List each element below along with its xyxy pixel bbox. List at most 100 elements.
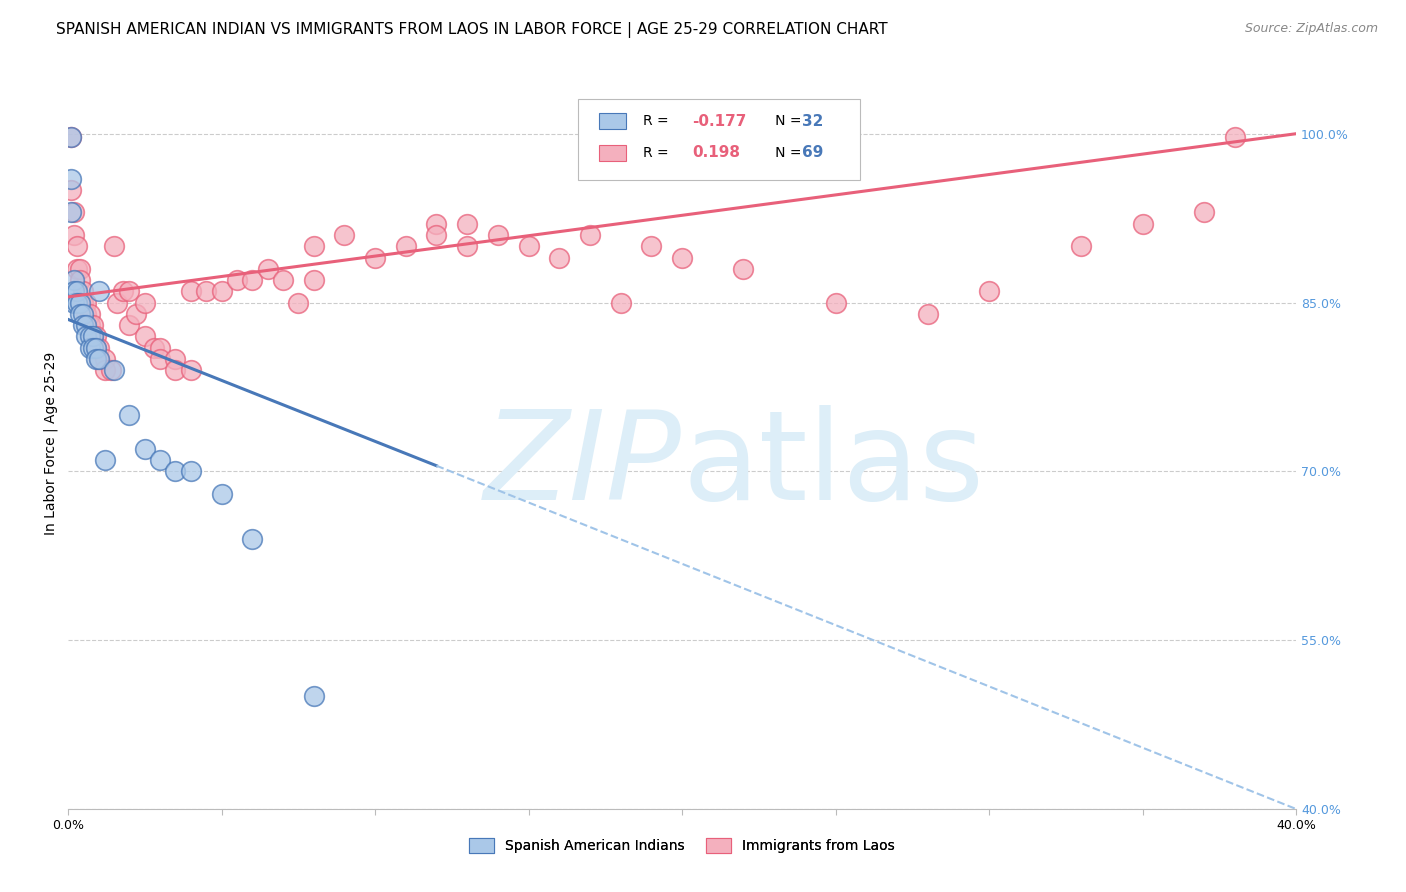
- Point: [72, 295, 94, 310]
- Point: [149, 341, 172, 355]
- Text: N =: N =: [762, 145, 806, 160]
- Text: atlas: atlas: [682, 405, 984, 525]
- Text: Source: ZipAtlas.com: Source: ZipAtlas.com: [1244, 22, 1378, 36]
- Point: [66, 295, 89, 310]
- Point: [1223, 130, 1246, 145]
- Point: [103, 363, 125, 377]
- FancyBboxPatch shape: [578, 99, 860, 180]
- Point: [143, 341, 166, 355]
- Point: [256, 261, 278, 276]
- Point: [69, 261, 91, 276]
- Point: [486, 227, 509, 242]
- Point: [63, 205, 86, 219]
- Point: [165, 351, 187, 366]
- Point: [456, 217, 478, 231]
- Point: [112, 285, 135, 299]
- Y-axis label: In Labor Force | Age 25-29: In Labor Force | Age 25-29: [44, 351, 58, 535]
- Point: [149, 453, 172, 467]
- Point: [134, 442, 156, 456]
- Point: [63, 295, 86, 310]
- Point: [149, 351, 172, 366]
- Point: [82, 341, 104, 355]
- Text: 0.198: 0.198: [692, 145, 740, 161]
- Point: [118, 408, 141, 422]
- Point: [425, 227, 447, 242]
- Point: [72, 318, 94, 332]
- Point: [69, 295, 91, 310]
- Point: [333, 227, 356, 242]
- Point: [82, 318, 104, 332]
- Point: [87, 285, 110, 299]
- Point: [180, 464, 202, 478]
- Point: [211, 487, 233, 501]
- Text: R =: R =: [643, 145, 678, 160]
- Point: [671, 251, 693, 265]
- Point: [75, 318, 97, 332]
- Point: [517, 239, 540, 253]
- Text: R =: R =: [643, 114, 672, 128]
- Point: [287, 295, 309, 310]
- Point: [69, 273, 91, 287]
- Point: [425, 217, 447, 231]
- Text: 69: 69: [803, 145, 824, 161]
- Point: [72, 307, 94, 321]
- Point: [977, 285, 1000, 299]
- Point: [75, 329, 97, 343]
- Point: [66, 285, 89, 299]
- Point: [917, 307, 939, 321]
- Point: [84, 351, 107, 366]
- Point: [75, 295, 97, 310]
- Point: [94, 351, 117, 366]
- Point: [79, 329, 101, 343]
- Text: ZIP: ZIP: [484, 405, 682, 525]
- Point: [579, 227, 602, 242]
- Point: [240, 273, 263, 287]
- Point: [60, 171, 83, 186]
- Point: [79, 318, 101, 332]
- Point: [548, 251, 571, 265]
- Point: [640, 239, 662, 253]
- Point: [84, 341, 107, 355]
- Point: [82, 329, 104, 343]
- Point: [824, 295, 846, 310]
- Text: 32: 32: [803, 114, 824, 128]
- Point: [134, 329, 156, 343]
- Point: [1192, 205, 1215, 219]
- Point: [79, 307, 101, 321]
- FancyBboxPatch shape: [599, 113, 626, 129]
- Point: [395, 239, 418, 253]
- FancyBboxPatch shape: [599, 145, 626, 161]
- Point: [63, 227, 86, 242]
- Point: [69, 307, 91, 321]
- Point: [100, 363, 122, 377]
- Point: [118, 318, 141, 332]
- Point: [63, 285, 86, 299]
- Point: [87, 351, 110, 366]
- Point: [72, 285, 94, 299]
- Point: [211, 285, 233, 299]
- Point: [105, 295, 128, 310]
- Point: [94, 453, 117, 467]
- Point: [456, 239, 478, 253]
- Point: [225, 273, 247, 287]
- Point: [124, 307, 146, 321]
- Point: [82, 329, 104, 343]
- Point: [66, 239, 89, 253]
- Point: [271, 273, 294, 287]
- Point: [94, 363, 117, 377]
- Point: [60, 205, 83, 219]
- Point: [84, 341, 107, 355]
- Point: [165, 363, 187, 377]
- Point: [302, 690, 325, 704]
- Point: [134, 295, 156, 310]
- Point: [733, 261, 755, 276]
- Point: [79, 341, 101, 355]
- Point: [195, 285, 218, 299]
- Text: N =: N =: [762, 114, 806, 128]
- Point: [302, 273, 325, 287]
- Point: [60, 130, 83, 145]
- Point: [60, 183, 83, 197]
- Point: [364, 251, 387, 265]
- Point: [87, 341, 110, 355]
- Point: [66, 261, 89, 276]
